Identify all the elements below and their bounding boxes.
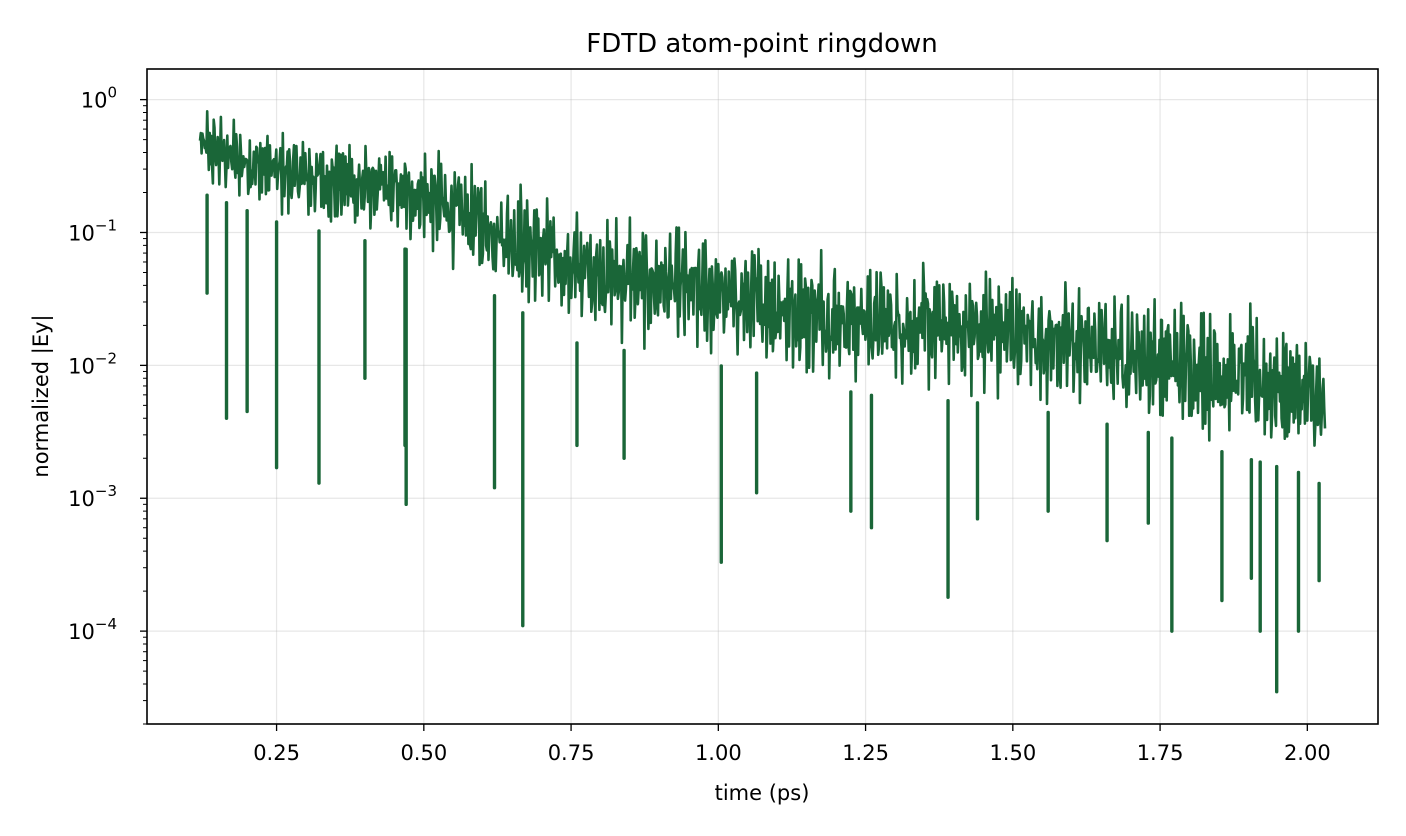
x-tick-label: 0.75 — [548, 741, 595, 765]
y-tick-label: 10−1 — [68, 216, 117, 245]
x-tick-label: 1.75 — [1137, 741, 1184, 765]
x-tick-label: 0.50 — [400, 741, 447, 765]
y-axis: 100 10−1 10−2 10−3 10−4 — [68, 84, 147, 725]
series-line — [198, 110, 1327, 447]
plot-frame — [146, 68, 1379, 725]
y-tick-label: 10−2 — [68, 349, 117, 378]
x-tick-label: 0.25 — [253, 741, 300, 765]
y-tick-label: 10−3 — [68, 482, 117, 511]
y-axis-label: normalized |Ey| — [29, 314, 54, 477]
y-tick-label: 100 — [81, 84, 117, 113]
x-tick-label: 1.50 — [989, 741, 1036, 765]
chart-title: FDTD atom-point ringdown — [586, 29, 938, 59]
x-axis: 0.25 0.50 0.75 1.00 1.25 1.50 1.75 2.00 — [253, 724, 1331, 765]
y-tick-label: 10−4 — [68, 615, 117, 644]
x-tick-label: 1.25 — [842, 741, 889, 765]
x-axis-label: time (ps) — [715, 781, 810, 805]
x-tick-label: 2.00 — [1284, 741, 1331, 765]
x-tick-label: 1.00 — [695, 741, 742, 765]
series-layer — [198, 110, 1327, 694]
